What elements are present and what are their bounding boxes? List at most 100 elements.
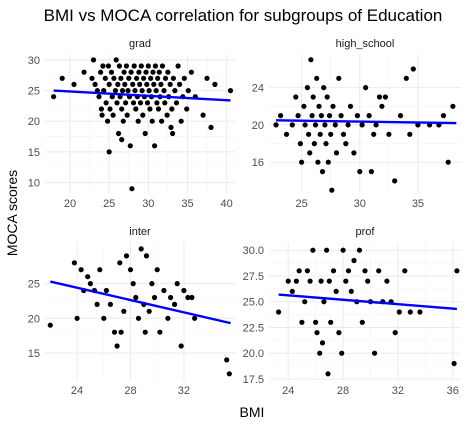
x-tick-label: 24: [282, 385, 294, 397]
x-tick-label: 36: [447, 385, 459, 397]
data-point: [170, 130, 176, 137]
data-point: [149, 281, 155, 287]
data-point: [168, 124, 174, 130]
data-point: [107, 106, 113, 112]
regression-line: [278, 293, 457, 311]
data-point: [454, 268, 460, 274]
data-point: [208, 124, 214, 130]
data-points: [47, 246, 232, 377]
y-tick-label: 15: [28, 147, 40, 159]
data-point: [293, 94, 299, 100]
data-point: [314, 75, 320, 81]
data-point: [403, 75, 409, 81]
data-point: [105, 118, 111, 124]
data-point: [299, 159, 305, 165]
data-point: [354, 113, 360, 119]
data-point: [417, 309, 423, 315]
data-point: [109, 94, 115, 100]
data-point: [128, 69, 134, 75]
data-point: [407, 131, 413, 137]
data-point: [156, 69, 162, 75]
data-point: [134, 75, 140, 81]
data-point: [123, 253, 130, 259]
data-point: [384, 278, 390, 284]
data-point: [289, 122, 295, 128]
data-point: [106, 81, 112, 87]
data-point: [185, 294, 191, 301]
data-point: [81, 69, 87, 75]
data-point: [359, 122, 365, 128]
data-point: [324, 94, 330, 100]
data-point: [283, 131, 290, 137]
data-point: [314, 330, 320, 336]
y-tick-label: 15: [28, 348, 40, 360]
data-point: [397, 113, 404, 119]
y-tick-label: 24: [252, 83, 264, 95]
data-point: [373, 122, 379, 128]
y-axis-label: MOCA scores: [4, 170, 20, 256]
data-point: [339, 350, 345, 356]
data-point: [325, 159, 331, 165]
data-point: [347, 103, 354, 109]
data-point: [321, 85, 327, 91]
data-point: [402, 268, 408, 274]
data-point: [172, 88, 178, 94]
data-point: [326, 113, 333, 119]
data-point: [343, 141, 349, 147]
data-point: [150, 69, 156, 75]
panel-grad: grad 20 25 30 35 40 10 15 20 25 30: [28, 38, 236, 210]
x-tick-label: 25: [103, 198, 115, 210]
y-tick-label: 27.5: [243, 271, 264, 283]
data-point: [155, 75, 161, 81]
data-point: [322, 122, 328, 128]
data-point: [356, 247, 363, 253]
data-point: [135, 315, 142, 321]
data-point: [376, 268, 382, 274]
panel-label: high_school: [336, 38, 395, 50]
x-tick-label: 28: [124, 385, 136, 397]
data-point: [127, 267, 134, 273]
data-point: [106, 149, 112, 155]
data-point: [333, 288, 339, 294]
data-point: [154, 100, 160, 106]
data-point: [161, 287, 167, 294]
data-point: [103, 287, 109, 294]
data-point: [371, 131, 377, 137]
data-point: [116, 63, 122, 69]
data-point: [445, 159, 451, 165]
panel-label: prof: [356, 226, 376, 238]
data-point: [379, 103, 385, 109]
data-point: [302, 122, 308, 128]
data-point: [146, 88, 152, 94]
data-point: [278, 113, 284, 119]
data-point: [307, 278, 313, 284]
data-point: [97, 267, 103, 273]
grid: [45, 55, 236, 193]
data-point: [98, 69, 104, 75]
data-point: [318, 113, 324, 119]
data-point: [227, 88, 234, 94]
data-point: [139, 88, 145, 94]
data-point: [144, 81, 150, 87]
data-point: [365, 278, 371, 284]
data-points: [276, 247, 460, 377]
y-tick-label: 30: [28, 55, 40, 67]
data-point: [101, 315, 107, 321]
data-point: [162, 100, 168, 106]
data-point: [114, 343, 120, 349]
data-point: [71, 81, 77, 87]
data-point: [318, 278, 324, 284]
data-point: [141, 75, 147, 81]
data-point: [164, 112, 170, 118]
data-point: [135, 118, 141, 124]
y-tick-label: 10: [28, 178, 40, 190]
regression-line: [53, 89, 231, 102]
data-point: [119, 88, 126, 94]
data-point: [173, 100, 180, 106]
data-point: [147, 106, 153, 112]
data-point: [302, 299, 308, 305]
data-point: [71, 260, 77, 266]
data-point: [313, 319, 319, 325]
data-point: [285, 278, 291, 284]
x-tick-label: 40: [220, 198, 232, 210]
